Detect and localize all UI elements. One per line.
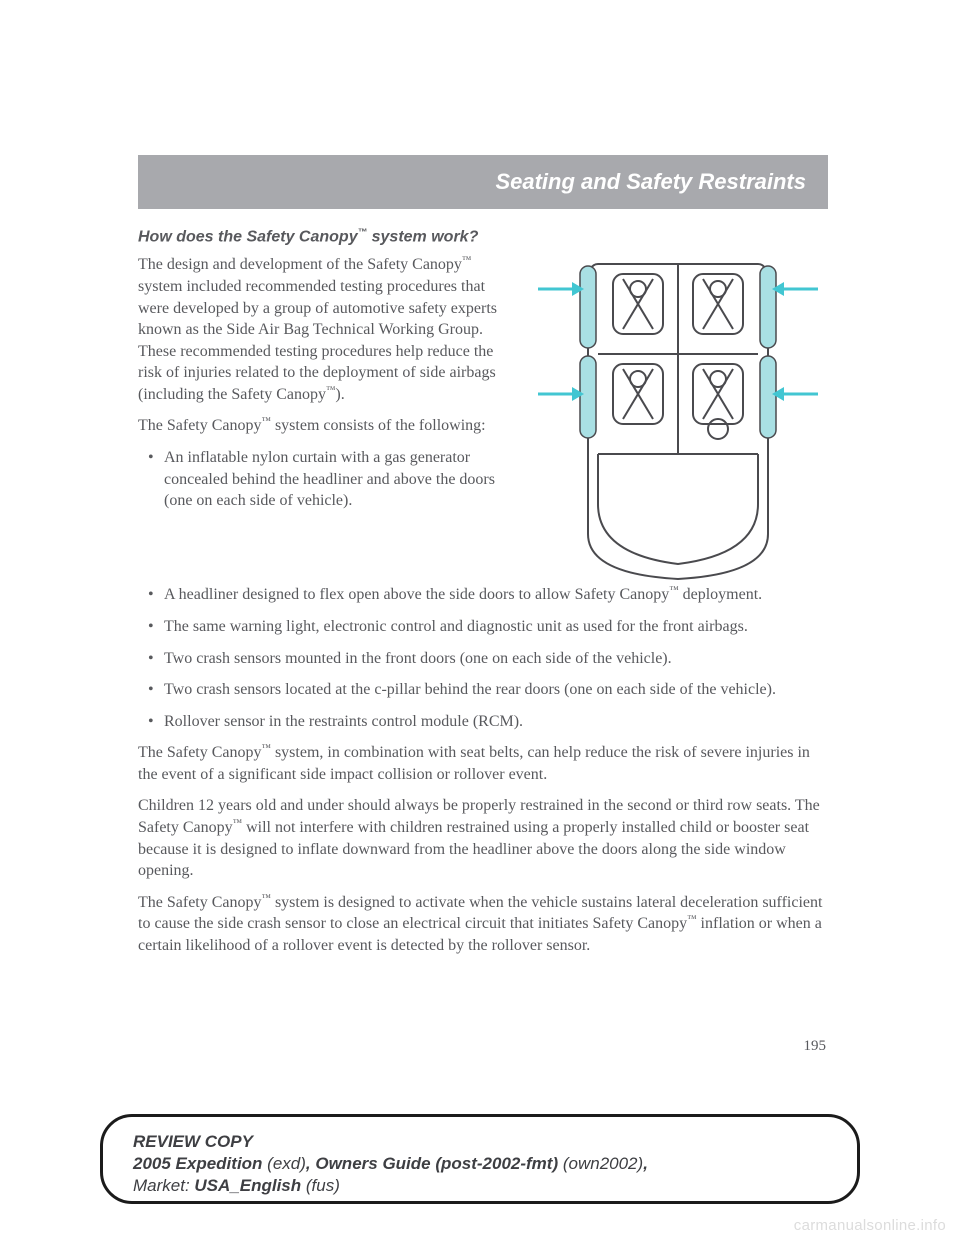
footer-box: REVIEW COPY 2005 Expedition (exd), Owner… [100, 1114, 860, 1204]
paragraph-4: Children 12 years old and under should a… [138, 795, 828, 881]
chapter-title: Seating and Safety Restraints [495, 169, 806, 195]
two-column-region: The design and development of the Safety… [138, 254, 828, 584]
section-heading-prefix: How does the Safety Canopy [138, 228, 358, 245]
footer-line-3: Market: USA_English (fus) [133, 1175, 827, 1197]
chapter-bar: Seating and Safety Restraints [138, 155, 828, 209]
content-area: Seating and Safety Restraints How does t… [138, 155, 828, 967]
list-item: Rollover sensor in the restraints contro… [154, 711, 828, 733]
watermark: carmanualsonline.info [794, 1217, 946, 1234]
paragraph-2: The Safety Canopy™ system consists of th… [138, 415, 508, 437]
trademark-symbol: ™ [262, 743, 271, 754]
trademark-symbol: ™ [462, 255, 471, 266]
bullet-list-full: A headliner designed to flex open above … [138, 584, 828, 732]
page-number: 195 [804, 1038, 827, 1055]
bullet-list-left: An inflatable nylon curtain with a gas g… [138, 447, 508, 512]
paragraph-1: The design and development of the Safety… [138, 254, 508, 405]
list-item: The same warning light, electronic contr… [154, 616, 828, 638]
trademark-symbol: ™ [262, 893, 271, 904]
list-item: A headliner designed to flex open above … [154, 584, 828, 606]
trademark-symbol: ™ [233, 818, 242, 829]
left-column: The design and development of the Safety… [138, 254, 508, 584]
safety-canopy-diagram [528, 254, 828, 584]
list-item: Two crash sensors located at the c-pilla… [154, 679, 828, 701]
list-item: Two crash sensors mounted in the front d… [154, 648, 828, 670]
trademark-symbol: ™ [687, 914, 696, 925]
trademark-symbol: ™ [262, 416, 271, 427]
trademark-symbol: ™ [358, 227, 368, 238]
list-item: An inflatable nylon curtain with a gas g… [154, 447, 508, 512]
paragraph-3: The Safety Canopy™ system, in combinatio… [138, 742, 828, 785]
trademark-symbol: ™ [669, 585, 678, 596]
paragraph-5: The Safety Canopy™ system is designed to… [138, 892, 828, 957]
footer-line-2: 2005 Expedition (exd), Owners Guide (pos… [133, 1153, 827, 1175]
section-heading-suffix: system work? [367, 228, 478, 245]
page: Seating and Safety Restraints How does t… [0, 0, 960, 1242]
diagram-svg [528, 254, 828, 584]
trademark-symbol: ™ [326, 385, 335, 396]
footer-line-1: REVIEW COPY [133, 1131, 827, 1153]
section-heading: How does the Safety Canopy™ system work? [138, 227, 828, 246]
